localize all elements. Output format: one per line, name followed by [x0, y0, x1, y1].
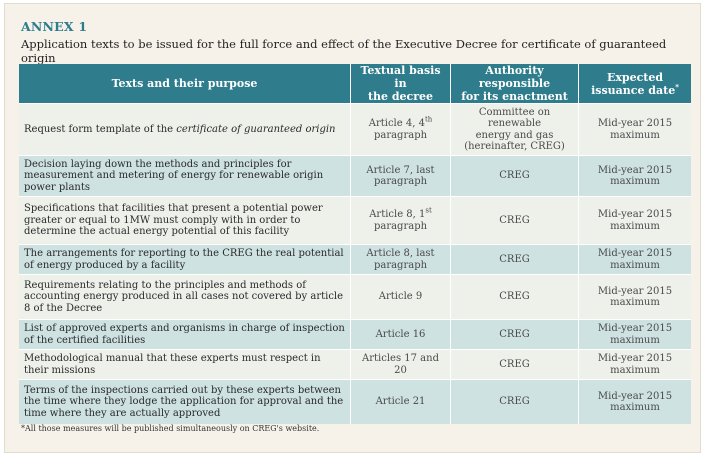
annex-panel: ANNEX 1 Application texts to be issued f…: [4, 3, 701, 453]
table-row: Specifications that facilities that pres…: [19, 196, 691, 244]
cell-authority: CREG: [451, 319, 579, 349]
table-row: Request form template of the certificate…: [19, 103, 691, 155]
cell-authority: Committee on renewable energy and gas (her…: [451, 103, 579, 155]
cell-authority: CREG: [451, 244, 579, 274]
header-authority: Authority responsible for its enactment: [451, 64, 579, 103]
cell-basis: Article 8, 1st paragraph: [351, 196, 451, 244]
cell-basis: Article 4, 4th paragraph: [351, 103, 451, 155]
cell-authority: CREG: [451, 196, 579, 244]
cell-purpose: Specifications that facilities that pres…: [19, 196, 351, 244]
cell-basis: Article 16: [351, 319, 451, 349]
cell-date: Mid-year 2015 maximum: [579, 319, 691, 349]
annex-subtitle: Application texts to be issued for the f…: [21, 37, 667, 65]
cell-basis: Article 9: [351, 274, 451, 319]
footnote: *All those measures will be published si…: [21, 424, 320, 433]
cell-authority: CREG: [451, 379, 579, 424]
cell-date: Mid-year 2015 maximum: [579, 349, 691, 379]
cell-authority: CREG: [451, 349, 579, 379]
header-issuance-date: Expected issuance date*: [579, 64, 691, 103]
table-row: Methodological manual that these experts…: [19, 349, 691, 379]
annex-title: ANNEX 1: [21, 19, 88, 34]
cell-date: Mid-year 2015 maximum: [579, 244, 691, 274]
cell-authority: CREG: [451, 274, 579, 319]
cell-date: Mid-year 2015 maximum: [579, 274, 691, 319]
cell-purpose: Request form template of the certificate…: [19, 103, 351, 155]
cell-purpose: Decision laying down the methods and pri…: [19, 155, 351, 196]
table-row: The arrangements for reporting to the CR…: [19, 244, 691, 274]
header-purpose: Texts and their purpose: [19, 64, 351, 103]
table-row: Requirements relating to the principles …: [19, 274, 691, 319]
table-row: List of approved experts and organisms i…: [19, 319, 691, 349]
cell-date: Mid-year 2015 maximum: [579, 379, 691, 424]
cell-date: Mid-year 2015 maximum: [579, 196, 691, 244]
table-header-row: Texts and their purpose Textual basis in…: [19, 64, 691, 103]
cell-purpose: Terms of the inspections carried out by …: [19, 379, 351, 424]
cell-basis: Article 21: [351, 379, 451, 424]
cell-authority: CREG: [451, 155, 579, 196]
cell-purpose: List of approved experts and organisms i…: [19, 319, 351, 349]
annex-table: Texts and their purpose Textual basis in…: [19, 64, 691, 424]
cell-basis: Article 8, last paragraph: [351, 244, 451, 274]
cell-date: Mid-year 2015 maximum: [579, 155, 691, 196]
cell-basis: Articles 17 and 20: [351, 349, 451, 379]
cell-purpose: The arrangements for reporting to the CR…: [19, 244, 351, 274]
table-row: Terms of the inspections carried out by …: [19, 379, 691, 424]
cell-purpose: Methodological manual that these experts…: [19, 349, 351, 379]
cell-date: Mid-year 2015 maximum: [579, 103, 691, 155]
header-textual-basis: Textual basis in the decree: [351, 64, 451, 103]
cell-purpose: Requirements relating to the principles …: [19, 274, 351, 319]
table-row: Decision laying down the methods and pri…: [19, 155, 691, 196]
cell-basis: Article 7, last paragraph: [351, 155, 451, 196]
